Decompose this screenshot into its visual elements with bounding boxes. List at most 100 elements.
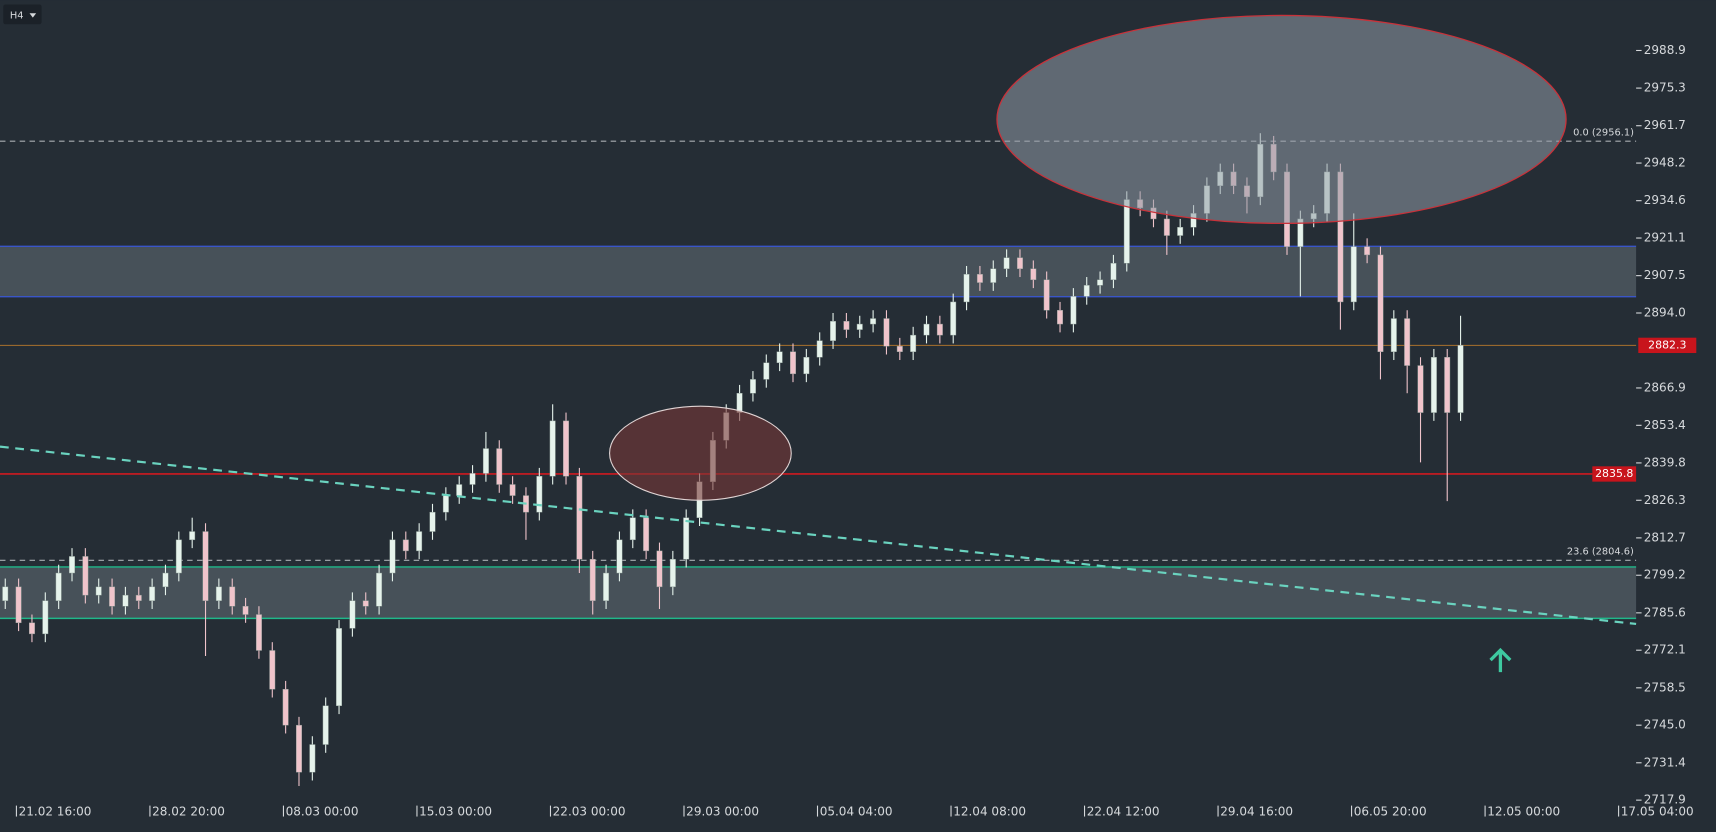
- zones-layer: [0, 140, 1637, 620]
- x-tick-label: 08.03 00:00: [286, 805, 359, 819]
- highlight-ellipse: [609, 405, 792, 501]
- candle-body: [135, 594, 142, 601]
- candle-body: [936, 323, 943, 336]
- candle-body: [1390, 318, 1397, 352]
- candle-body: [629, 517, 636, 541]
- candle-body: [910, 334, 917, 352]
- y-tick-label: 2839.8: [1644, 455, 1686, 469]
- price-badge-label: 2882.3: [1648, 338, 1686, 351]
- y-tick-label: 2866.9: [1644, 380, 1686, 394]
- candle-body: [1377, 254, 1384, 352]
- y-tick-label: 2975.3: [1644, 81, 1686, 95]
- drawings-layer: [0, 14, 1637, 673]
- candle-body: [309, 744, 316, 773]
- candle-body: [215, 586, 222, 601]
- candle-body: [1110, 262, 1117, 281]
- candle-body: [1457, 345, 1464, 413]
- candle-body: [1123, 199, 1130, 264]
- candle-body: [42, 600, 49, 635]
- candle-body: [15, 586, 22, 624]
- candle-body: [456, 484, 463, 496]
- candle-body: [255, 614, 262, 651]
- candle-body: [843, 321, 850, 330]
- candle-body: [442, 495, 449, 513]
- price-badge-label: 2835.8: [1595, 467, 1633, 480]
- candle-body: [82, 556, 89, 596]
- candle-body: [589, 558, 596, 601]
- zone: [0, 246, 1637, 297]
- timeframe-button[interactable]: [3, 4, 42, 25]
- candle-body: [322, 705, 329, 745]
- candle-body: [656, 550, 663, 588]
- candle-body: [1030, 268, 1037, 281]
- candle-body: [1350, 246, 1357, 303]
- candle-body: [175, 539, 182, 574]
- candle-body: [976, 274, 983, 283]
- candle-body: [1404, 318, 1411, 366]
- y-tick-label: 2826.3: [1644, 493, 1686, 507]
- y-tick-label: 2758.5: [1644, 680, 1686, 694]
- candle-body: [402, 539, 409, 552]
- candle-body: [29, 622, 35, 635]
- candle-body: [122, 594, 129, 607]
- candle-body: [469, 473, 476, 485]
- candle-body: [362, 600, 369, 607]
- level-label: 0.0 (2956.1): [1573, 127, 1634, 138]
- y-tick-label: 2934.6: [1644, 193, 1686, 207]
- candle-body: [109, 586, 116, 607]
- candle-body: [389, 539, 396, 574]
- candle-body: [296, 724, 302, 773]
- y-tick-label: 2894.0: [1644, 305, 1686, 319]
- candle-body: [763, 362, 770, 380]
- x-tick-label: 28.02 20:00: [152, 805, 225, 819]
- timeframe-selector[interactable]: H4: [3, 4, 42, 25]
- trend-line: [0, 445, 1637, 626]
- candle-body: [1430, 357, 1437, 413]
- candle-body: [963, 274, 970, 303]
- candle-body: [1444, 357, 1451, 413]
- candle-body: [1017, 257, 1023, 269]
- candle-body: [189, 531, 196, 541]
- y-tick-label: 2853.4: [1644, 418, 1686, 432]
- x-tick-label: 15.03 00:00: [419, 805, 492, 819]
- highlight-ellipse: [996, 14, 1567, 225]
- candle-body: [349, 600, 356, 629]
- x-tick-label: 22.03 00:00: [553, 805, 626, 819]
- candle-body: [482, 448, 489, 474]
- candle-body: [816, 340, 823, 358]
- candle-body: [95, 586, 102, 596]
- candle-body: [549, 420, 556, 477]
- candle-body: [376, 572, 383, 607]
- candle-body: [202, 531, 209, 601]
- y-tick-label: 2717.9: [1644, 793, 1686, 807]
- candle-body: [1043, 279, 1050, 311]
- candle-body: [282, 688, 289, 726]
- candle-body: [55, 572, 62, 601]
- x-tick-label: 29.04 16:00: [1220, 805, 1293, 819]
- candle-body: [883, 318, 890, 347]
- labels-layer: 2988.9 2975.3 2961.7 2948.2 2934.6 2921.1 2907…: [15, 43, 1697, 819]
- candle-body: [896, 345, 903, 352]
- candle-body: [69, 556, 75, 574]
- candle-body: [576, 475, 583, 560]
- candle-body: [496, 448, 503, 485]
- candle-body: [749, 379, 756, 394]
- y-tick-label: 2731.4: [1644, 755, 1686, 769]
- candle-body: [1003, 257, 1010, 269]
- y-tick-label: 2785.6: [1644, 605, 1686, 619]
- candle-body: [509, 484, 516, 496]
- candle-body: [429, 511, 436, 532]
- x-tick-label: 12.04 08:00: [953, 805, 1026, 819]
- y-tick-label: 2921.1: [1644, 231, 1686, 245]
- candle-body: [643, 517, 650, 552]
- candle-body: [1163, 218, 1170, 236]
- candle-body: [1070, 296, 1077, 325]
- price-badge: [1638, 337, 1697, 354]
- dropdown-caret: [29, 13, 37, 18]
- candle-body: [1097, 279, 1104, 286]
- candle-body: [990, 268, 997, 283]
- candle-body: [790, 351, 796, 375]
- candle-body: [269, 650, 276, 690]
